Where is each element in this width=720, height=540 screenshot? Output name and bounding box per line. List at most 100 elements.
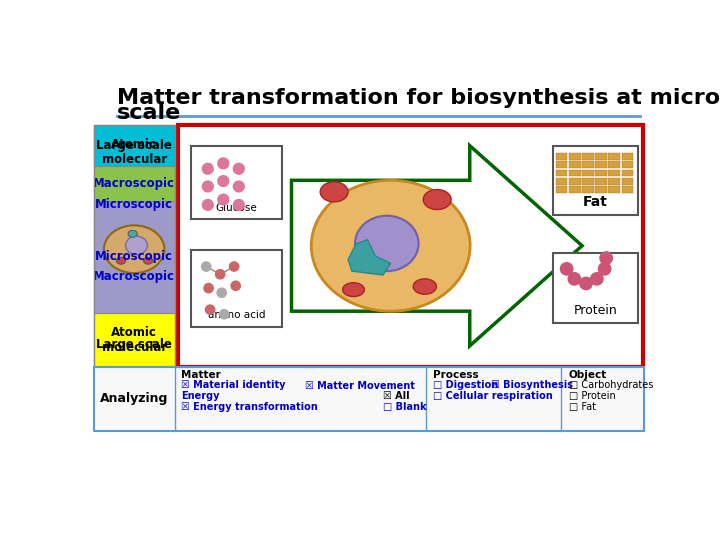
Circle shape (218, 194, 229, 205)
Text: Analyzing: Analyzing (100, 393, 168, 406)
Circle shape (231, 281, 240, 291)
Text: Microscopic: Microscopic (95, 251, 174, 264)
Text: □ Protein: □ Protein (569, 392, 616, 401)
Polygon shape (348, 240, 391, 275)
Circle shape (202, 200, 213, 210)
Circle shape (233, 200, 244, 210)
Text: Energy: Energy (181, 392, 220, 401)
Bar (595, 178, 607, 185)
Circle shape (218, 176, 229, 186)
Bar (94, 367, 644, 430)
Text: Large scale: Large scale (96, 338, 172, 351)
Ellipse shape (104, 225, 164, 273)
Text: ☒ Matter Movement: ☒ Matter Movement (305, 381, 415, 390)
Text: Macroscopic: Macroscopic (93, 177, 175, 190)
Ellipse shape (143, 257, 153, 264)
Bar (191, 249, 282, 327)
Bar (608, 178, 620, 185)
Bar (556, 153, 567, 159)
Circle shape (205, 305, 215, 314)
Bar (582, 186, 594, 193)
Bar (582, 153, 594, 159)
Circle shape (233, 181, 244, 192)
Text: ☒ Energy transformation: ☒ Energy transformation (181, 402, 318, 412)
Bar (569, 178, 580, 185)
Bar (621, 178, 634, 185)
Circle shape (202, 164, 213, 174)
Circle shape (600, 252, 612, 264)
Bar (191, 146, 282, 219)
Ellipse shape (343, 283, 364, 296)
Text: Macroscopic: Macroscopic (93, 270, 175, 283)
Bar (582, 161, 594, 168)
Bar (556, 170, 567, 177)
Bar (569, 186, 580, 193)
Ellipse shape (311, 180, 470, 311)
Text: ☒ Material identity: ☒ Material identity (181, 381, 286, 390)
Bar (556, 178, 567, 185)
Ellipse shape (126, 236, 148, 254)
Bar (621, 186, 634, 193)
Circle shape (233, 164, 244, 174)
Text: Atomic
molecular: Atomic molecular (102, 326, 167, 354)
Bar (556, 186, 567, 193)
Text: Glucose: Glucose (215, 202, 257, 213)
Circle shape (217, 288, 226, 298)
Bar (621, 170, 634, 177)
Circle shape (590, 273, 603, 285)
Bar (94, 231, 175, 323)
Bar (582, 170, 594, 177)
Bar (94, 125, 175, 367)
Text: amino acid: amino acid (208, 310, 265, 320)
Bar (621, 153, 634, 159)
Bar (582, 178, 594, 185)
Text: □ Fat: □ Fat (569, 402, 596, 412)
Text: Object: Object (569, 370, 607, 381)
Ellipse shape (413, 279, 436, 294)
Bar (94, 201, 175, 313)
Circle shape (560, 262, 573, 275)
Bar (178, 125, 642, 367)
Text: Fat: Fat (583, 195, 608, 209)
Text: Matter: Matter (181, 370, 221, 381)
Bar (608, 153, 620, 159)
Text: Protein: Protein (573, 303, 617, 316)
Bar (595, 186, 607, 193)
Bar (94, 125, 175, 179)
Circle shape (215, 269, 225, 279)
Ellipse shape (355, 215, 418, 271)
Bar (595, 153, 607, 159)
Bar (569, 170, 580, 177)
Ellipse shape (128, 231, 138, 237)
Bar (569, 153, 580, 159)
Text: Large scale: Large scale (96, 139, 172, 152)
Text: scale: scale (117, 103, 181, 123)
Bar (569, 161, 580, 168)
Bar (621, 161, 634, 168)
Circle shape (202, 181, 213, 192)
Text: ☒ All: ☒ All (383, 392, 410, 401)
Text: Process: Process (433, 370, 479, 381)
Bar (94, 179, 175, 231)
Text: ☒ Biosynthesis: ☒ Biosynthesis (492, 381, 573, 390)
Ellipse shape (423, 190, 451, 210)
Text: □ Blank: □ Blank (383, 402, 426, 412)
Bar (94, 166, 175, 201)
Circle shape (218, 158, 229, 168)
Text: Matter transformation for biosynthesis at microscopic: Matter transformation for biosynthesis a… (117, 88, 720, 108)
Polygon shape (292, 146, 582, 346)
Circle shape (220, 309, 229, 319)
Circle shape (230, 262, 239, 271)
Bar (94, 323, 175, 367)
Bar (608, 170, 620, 177)
Bar (608, 161, 620, 168)
Bar (553, 146, 638, 215)
Bar (595, 161, 607, 168)
Circle shape (598, 262, 611, 275)
Bar (94, 313, 175, 367)
Text: Microscopic: Microscopic (95, 198, 174, 211)
Ellipse shape (117, 257, 126, 264)
Text: Atomic
molecular: Atomic molecular (102, 138, 167, 166)
Bar (595, 170, 607, 177)
Bar (94, 125, 175, 166)
